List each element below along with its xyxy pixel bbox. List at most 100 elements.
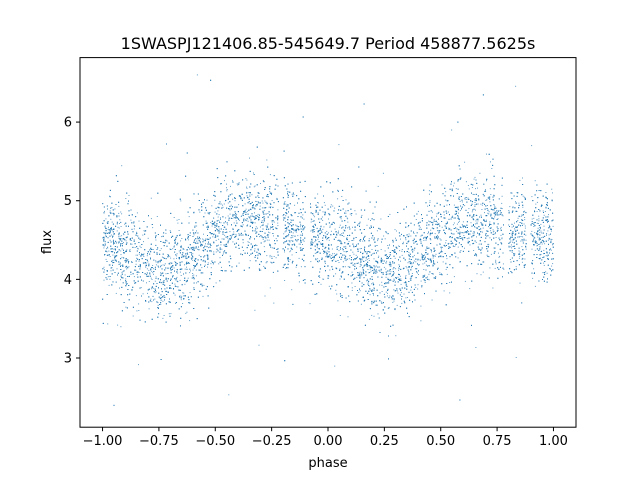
data-point bbox=[453, 204, 455, 206]
data-point bbox=[266, 235, 268, 236]
data-point bbox=[158, 266, 160, 268]
data-point bbox=[188, 216, 190, 218]
data-point bbox=[415, 286, 417, 288]
data-point bbox=[219, 249, 221, 251]
data-point bbox=[184, 264, 185, 266]
data-point bbox=[208, 247, 209, 249]
data-point bbox=[263, 246, 265, 248]
data-point bbox=[150, 248, 152, 250]
data-point bbox=[227, 202, 229, 204]
data-point bbox=[446, 273, 448, 275]
data-point bbox=[185, 258, 187, 260]
data-point bbox=[326, 230, 328, 232]
data-point bbox=[453, 185, 454, 187]
data-point bbox=[401, 254, 403, 256]
data-point bbox=[125, 240, 127, 242]
data-point bbox=[458, 221, 459, 223]
data-point bbox=[551, 239, 553, 240]
data-point bbox=[268, 206, 270, 208]
data-point bbox=[126, 261, 128, 262]
data-point bbox=[287, 260, 289, 261]
data-point bbox=[241, 215, 242, 217]
data-point bbox=[140, 247, 142, 248]
data-point bbox=[337, 198, 339, 200]
data-point bbox=[162, 300, 164, 302]
data-point bbox=[409, 278, 411, 280]
data-point bbox=[245, 178, 247, 180]
data-point bbox=[257, 213, 259, 215]
data-point bbox=[220, 244, 222, 246]
data-point bbox=[502, 263, 504, 265]
data-point bbox=[295, 212, 297, 214]
data-point bbox=[449, 292, 451, 294]
data-point bbox=[221, 266, 222, 268]
data-point bbox=[369, 294, 371, 296]
data-point bbox=[106, 248, 107, 250]
data-point bbox=[318, 248, 319, 250]
data-point bbox=[189, 320, 191, 322]
data-point bbox=[174, 283, 176, 285]
data-point bbox=[147, 261, 149, 263]
data-point bbox=[264, 295, 266, 297]
data-point bbox=[415, 219, 417, 220]
data-point bbox=[254, 216, 256, 218]
data-point bbox=[403, 293, 405, 295]
data-point bbox=[534, 285, 536, 287]
data-point bbox=[545, 192, 547, 193]
data-point bbox=[525, 248, 527, 250]
data-point bbox=[489, 201, 491, 203]
data-point bbox=[445, 191, 447, 193]
data-point bbox=[328, 275, 330, 277]
data-point bbox=[476, 218, 478, 220]
data-point bbox=[104, 226, 106, 228]
data-point bbox=[485, 200, 487, 201]
data-point bbox=[388, 273, 390, 275]
data-point bbox=[151, 270, 153, 272]
data-point bbox=[229, 231, 231, 233]
data-point bbox=[109, 195, 110, 197]
data-point bbox=[456, 237, 458, 239]
data-point bbox=[375, 269, 377, 271]
data-point bbox=[232, 198, 234, 200]
data-point bbox=[147, 237, 149, 239]
data-point bbox=[408, 233, 410, 235]
data-point bbox=[455, 244, 456, 246]
data-point bbox=[138, 260, 140, 262]
data-point bbox=[323, 278, 325, 280]
data-point bbox=[165, 290, 167, 292]
data-point bbox=[533, 244, 535, 245]
data-point bbox=[428, 220, 430, 222]
data-point bbox=[417, 258, 419, 260]
data-point bbox=[324, 204, 326, 206]
data-point bbox=[424, 254, 426, 256]
data-point bbox=[242, 224, 244, 226]
data-point bbox=[173, 258, 175, 260]
data-point bbox=[490, 194, 492, 195]
data-point bbox=[407, 226, 409, 228]
data-point bbox=[302, 233, 303, 235]
data-point bbox=[359, 222, 361, 224]
data-point bbox=[346, 243, 348, 245]
data-point bbox=[329, 269, 331, 271]
data-point bbox=[366, 280, 368, 282]
data-point bbox=[133, 225, 135, 227]
data-point bbox=[453, 217, 455, 219]
data-point bbox=[370, 220, 371, 221]
data-point bbox=[283, 202, 285, 204]
data-point bbox=[511, 234, 513, 236]
data-point bbox=[463, 235, 465, 236]
data-point bbox=[196, 230, 197, 232]
data-point bbox=[545, 255, 547, 257]
data-point bbox=[359, 248, 361, 250]
data-point bbox=[340, 243, 341, 245]
data-point bbox=[499, 255, 501, 257]
data-point bbox=[246, 210, 248, 212]
data-point bbox=[420, 305, 422, 307]
data-point bbox=[501, 238, 503, 240]
data-point bbox=[386, 295, 388, 297]
data-point bbox=[438, 211, 440, 213]
data-point bbox=[501, 208, 503, 210]
data-point bbox=[494, 233, 496, 235]
data-point bbox=[126, 260, 128, 261]
data-point bbox=[209, 232, 211, 234]
